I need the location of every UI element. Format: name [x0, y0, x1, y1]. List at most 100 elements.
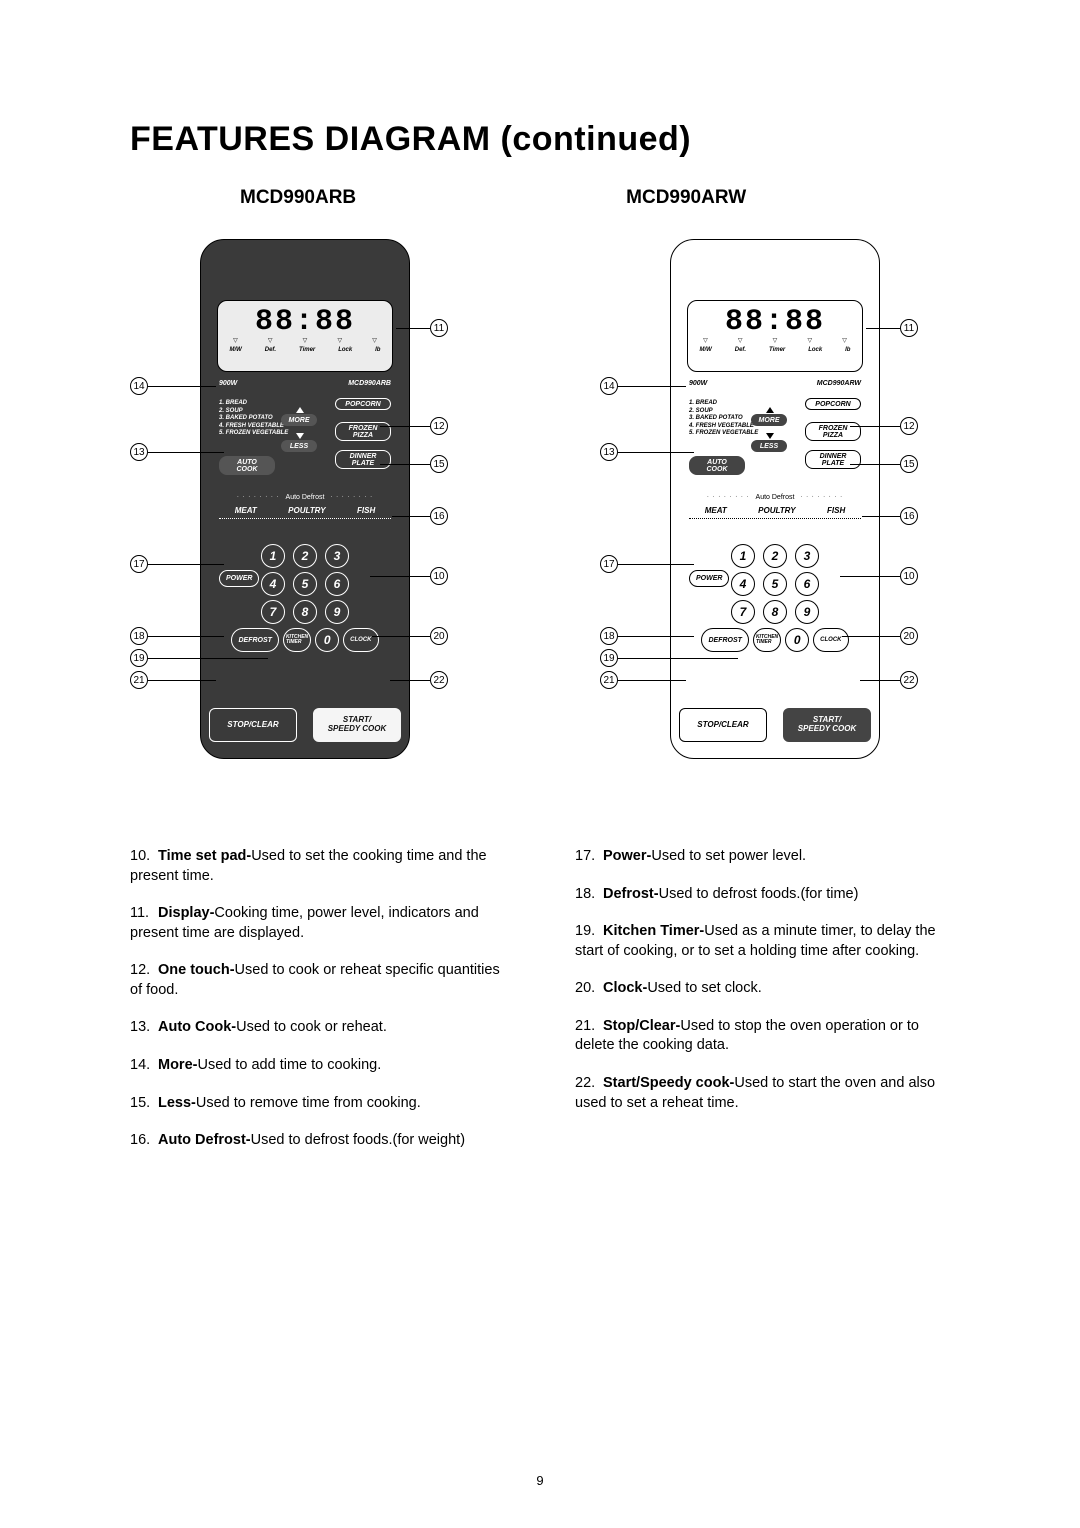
- fish-button[interactable]: FISH: [827, 506, 845, 515]
- frozenpizza-button[interactable]: FROZEN PIZZA: [335, 422, 391, 441]
- callout-10: 10: [430, 567, 448, 585]
- desc-item: 22.Start/Speedy cook-Used to start the o…: [575, 1074, 950, 1113]
- callout-12: 12: [430, 417, 448, 435]
- more-button[interactable]: MORE: [281, 414, 317, 426]
- callout-18: 18: [130, 627, 148, 645]
- num-9[interactable]: 9: [325, 600, 349, 624]
- power-button[interactable]: POWER: [689, 570, 729, 587]
- callout-21: 21: [130, 671, 148, 689]
- desc-item: 10.Time set pad-Used to set the cooking …: [130, 847, 505, 886]
- indic-lb: lb: [375, 347, 380, 353]
- display: 88:88 ▽▽▽▽▽ M/W Def. Timer Lock lb: [217, 300, 393, 372]
- desc-item: 19.Kitchen Timer-Used as a minute timer,…: [575, 922, 950, 961]
- callout-15: 15: [430, 455, 448, 473]
- num-9[interactable]: 9: [795, 600, 819, 624]
- poultry-button[interactable]: POULTRY: [288, 506, 325, 515]
- autocook-button[interactable]: AUTO COOK: [689, 456, 745, 475]
- callout-13: 13: [130, 443, 148, 461]
- model-left-label: MCD990ARB: [240, 187, 356, 209]
- display-time: 88:88: [218, 305, 392, 339]
- defrost-button[interactable]: DEFROST: [231, 628, 278, 652]
- dinnerplate-button[interactable]: DINNER PLATE: [805, 450, 861, 469]
- meat-button[interactable]: MEAT: [235, 506, 257, 515]
- model-label: MCD990ARB: [348, 380, 391, 387]
- dinnerplate-button[interactable]: DINNER PLATE: [335, 450, 391, 469]
- callout-11: 11: [430, 319, 448, 337]
- watt-label: 900W: [219, 380, 237, 387]
- num-0[interactable]: 0: [315, 628, 339, 652]
- num-1[interactable]: 1: [261, 544, 285, 568]
- num-4[interactable]: 4: [261, 572, 285, 596]
- num-1[interactable]: 1: [731, 544, 755, 568]
- desc-item: 13.Auto Cook-Used to cook or reheat.: [130, 1018, 505, 1038]
- control-panel-arb: 88:88 ▽▽▽▽▽ M/W Def. Timer Lock lb 900W …: [200, 239, 410, 759]
- num-6[interactable]: 6: [325, 572, 349, 596]
- num-7[interactable]: 7: [261, 600, 285, 624]
- num-2[interactable]: 2: [763, 544, 787, 568]
- poultry-button[interactable]: POULTRY: [758, 506, 795, 515]
- callout-14: 14: [130, 377, 148, 395]
- less-button[interactable]: LESS: [281, 440, 317, 452]
- popcorn-button[interactable]: POPCORN: [335, 398, 391, 410]
- indic-def: Def.: [265, 347, 276, 353]
- model-right-label: MCD990ARW: [626, 187, 746, 209]
- desc-item: 12.One touch-Used to cook or reheat spec…: [130, 961, 505, 1000]
- desc-item: 14.More-Used to add time to cooking.: [130, 1056, 505, 1076]
- desc-item: 17.Power-Used to set power level.: [575, 847, 950, 867]
- num-8[interactable]: 8: [293, 600, 317, 624]
- num-8[interactable]: 8: [763, 600, 787, 624]
- auto-block: 1. BREAD 2. SOUP 3. BAKED POTATO 4. FRES…: [219, 398, 391, 488]
- power-button[interactable]: POWER: [219, 570, 259, 587]
- num-5[interactable]: 5: [763, 572, 787, 596]
- more-button[interactable]: MORE: [751, 414, 787, 426]
- num-5[interactable]: 5: [293, 572, 317, 596]
- display-time: 88:88: [688, 305, 862, 339]
- callout-16: 16: [430, 507, 448, 525]
- descriptions: 10.Time set pad-Used to set the cooking …: [130, 847, 950, 1169]
- page-number: 9: [0, 1473, 1080, 1488]
- desc-item: 21.Stop/Clear-Used to stop the oven oper…: [575, 1017, 950, 1056]
- clock-button[interactable]: CLOCK: [813, 628, 848, 652]
- start-button[interactable]: START/ SPEEDY COOK: [313, 708, 401, 742]
- start-button[interactable]: START/ SPEEDY COOK: [783, 708, 871, 742]
- num-0[interactable]: 0: [785, 628, 809, 652]
- page-title: FEATURES DIAGRAM (continued): [130, 120, 950, 159]
- control-panel-arw: 88:88 ▽▽▽▽▽ M/W Def. Timer Lock lb 900W …: [670, 239, 880, 759]
- indic-timer: Timer: [299, 347, 315, 353]
- autodefrost-section: Auto Defrost MEAT POULTRY FISH: [219, 494, 391, 519]
- num-4[interactable]: 4: [731, 572, 755, 596]
- desc-item: 18.Defrost-Used to defrost foods.(for ti…: [575, 885, 950, 905]
- num-7[interactable]: 7: [731, 600, 755, 624]
- numpad: POWER 1 2 3 4 5 6 7 8 9: [219, 544, 391, 656]
- fish-button[interactable]: FISH: [357, 506, 375, 515]
- panel-right-wrap: 88:88 ▽▽▽▽▽ M/W Def. Timer Lock lb 900W …: [600, 227, 950, 787]
- desc-item: 20.Clock-Used to set clock.: [575, 979, 950, 999]
- indic-mw: M/W: [229, 347, 241, 353]
- callout-22: 22: [430, 671, 448, 689]
- num-3[interactable]: 3: [795, 544, 819, 568]
- callout-20: 20: [430, 627, 448, 645]
- kitchentimer-button[interactable]: KITCHEN TIMER: [753, 628, 781, 652]
- display: 88:88 ▽▽▽▽▽ M/W Def. Timer Lock lb: [687, 300, 863, 372]
- panel-left-wrap: 88:88 ▽▽▽▽▽ M/W Def. Timer Lock lb 900W …: [130, 227, 480, 787]
- callout-17: 17: [130, 555, 148, 573]
- indic-lock: Lock: [338, 347, 352, 353]
- num-6[interactable]: 6: [795, 572, 819, 596]
- food-list: 1. BREAD 2. SOUP 3. BAKED POTATO 4. FRES…: [219, 400, 288, 438]
- desc-item: 11.Display-Cooking time, power level, in…: [130, 904, 505, 943]
- autocook-button[interactable]: AUTO COOK: [219, 456, 275, 475]
- num-3[interactable]: 3: [325, 544, 349, 568]
- meat-button[interactable]: MEAT: [705, 506, 727, 515]
- desc-item: 16.Auto Defrost-Used to defrost foods.(f…: [130, 1131, 505, 1151]
- stopclear-button[interactable]: STOP/CLEAR: [209, 708, 297, 742]
- popcorn-button[interactable]: POPCORN: [805, 398, 861, 410]
- stopclear-button[interactable]: STOP/CLEAR: [679, 708, 767, 742]
- desc-item: 15.Less-Used to remove time from cooking…: [130, 1094, 505, 1114]
- clock-button[interactable]: CLOCK: [343, 628, 378, 652]
- callout-19: 19: [130, 649, 148, 667]
- kitchentimer-button[interactable]: KITCHEN TIMER: [283, 628, 311, 652]
- num-2[interactable]: 2: [293, 544, 317, 568]
- frozenpizza-button[interactable]: FROZEN PIZZA: [805, 422, 861, 441]
- less-button[interactable]: LESS: [751, 440, 787, 452]
- defrost-button[interactable]: DEFROST: [701, 628, 748, 652]
